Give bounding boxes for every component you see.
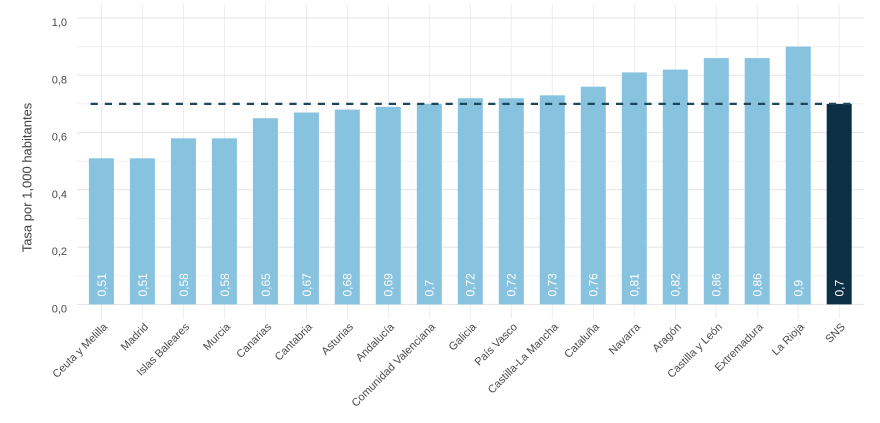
svg-text:Tasa por 1,000 habitantes: Tasa por 1,000 habitantes: [20, 102, 35, 252]
svg-text:0,0: 0,0: [52, 303, 67, 315]
svg-text:0,6: 0,6: [52, 132, 67, 144]
svg-text:0,82: 0,82: [669, 273, 683, 297]
svg-text:0,51: 0,51: [95, 273, 109, 297]
svg-text:0,51: 0,51: [136, 273, 150, 297]
svg-text:0,7: 0,7: [833, 279, 847, 296]
svg-text:0,76: 0,76: [587, 273, 601, 297]
svg-text:0,58: 0,58: [218, 273, 232, 297]
svg-text:0,73: 0,73: [546, 273, 560, 297]
svg-text:0,86: 0,86: [710, 273, 724, 297]
svg-text:0,8: 0,8: [52, 74, 67, 86]
svg-text:0,69: 0,69: [382, 273, 396, 297]
svg-text:0,72: 0,72: [505, 273, 519, 297]
svg-text:0,4: 0,4: [52, 189, 67, 201]
svg-text:0,72: 0,72: [464, 273, 478, 297]
svg-text:0,65: 0,65: [259, 273, 273, 297]
svg-text:0,68: 0,68: [341, 273, 355, 297]
svg-text:0,7: 0,7: [423, 279, 437, 296]
svg-text:0,67: 0,67: [300, 273, 314, 297]
svg-text:0,81: 0,81: [628, 273, 642, 297]
svg-text:0,58: 0,58: [177, 273, 191, 297]
svg-text:0,86: 0,86: [751, 273, 765, 297]
svg-text:0,2: 0,2: [52, 246, 67, 258]
svg-text:0,9: 0,9: [792, 279, 806, 296]
svg-text:1,0: 1,0: [52, 17, 67, 29]
